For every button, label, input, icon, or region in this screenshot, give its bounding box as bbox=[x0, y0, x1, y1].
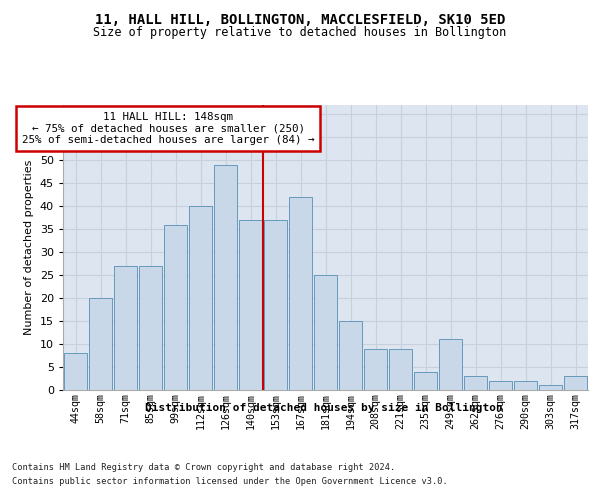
Bar bbox=[239, 220, 262, 390]
Bar bbox=[464, 376, 487, 390]
Bar bbox=[514, 381, 538, 390]
Bar bbox=[314, 275, 337, 390]
Bar bbox=[113, 266, 137, 390]
Bar bbox=[488, 381, 512, 390]
Bar bbox=[413, 372, 437, 390]
Bar bbox=[289, 197, 313, 390]
Text: 11, HALL HILL, BOLLINGTON, MACCLESFIELD, SK10 5ED: 11, HALL HILL, BOLLINGTON, MACCLESFIELD,… bbox=[95, 12, 505, 26]
Bar bbox=[64, 353, 88, 390]
Bar bbox=[89, 298, 112, 390]
Bar bbox=[214, 165, 238, 390]
Text: Contains HM Land Registry data © Crown copyright and database right 2024.: Contains HM Land Registry data © Crown c… bbox=[12, 462, 395, 471]
Bar bbox=[389, 348, 412, 390]
Bar bbox=[338, 321, 362, 390]
Bar bbox=[563, 376, 587, 390]
Text: Distribution of detached houses by size in Bollington: Distribution of detached houses by size … bbox=[145, 402, 503, 412]
Text: Contains public sector information licensed under the Open Government Licence v3: Contains public sector information licen… bbox=[12, 478, 448, 486]
Bar bbox=[263, 220, 287, 390]
Bar bbox=[439, 340, 463, 390]
Bar bbox=[139, 266, 163, 390]
Text: 11 HALL HILL: 148sqm
← 75% of detached houses are smaller (250)
25% of semi-deta: 11 HALL HILL: 148sqm ← 75% of detached h… bbox=[22, 112, 314, 145]
Y-axis label: Number of detached properties: Number of detached properties bbox=[24, 160, 34, 335]
Bar bbox=[188, 206, 212, 390]
Bar bbox=[164, 224, 187, 390]
Text: Size of property relative to detached houses in Bollington: Size of property relative to detached ho… bbox=[94, 26, 506, 39]
Bar bbox=[364, 348, 388, 390]
Bar bbox=[539, 386, 562, 390]
